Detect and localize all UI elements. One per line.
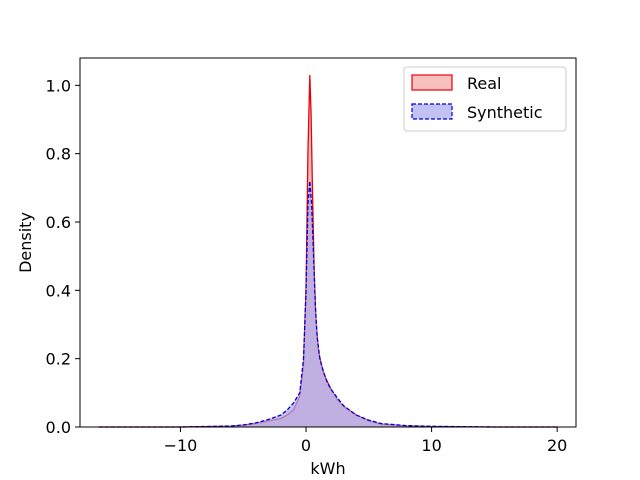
legend: Real Synthetic <box>403 66 567 132</box>
y-axis-label: Density <box>16 212 35 273</box>
y-tick-label: 0.6 <box>46 213 71 232</box>
plot-frame <box>79 57 577 428</box>
y-tick-label: 0.2 <box>46 350 71 369</box>
series-line-synthetic <box>98 180 558 428</box>
x-axis-label: kWh <box>310 459 345 478</box>
y-tick-label: 0.0 <box>46 418 71 437</box>
y-tick-label: 0.8 <box>46 145 71 164</box>
x-tick-label: 0 <box>301 436 311 455</box>
legend-label-real: Real <box>467 74 502 93</box>
x-tick-label: 10 <box>421 436 441 455</box>
legend-swatch-real <box>411 74 453 91</box>
y-tick-label: 1.0 <box>46 76 71 95</box>
legend-swatch-synthetic <box>411 103 453 120</box>
legend-label-synthetic: Synthetic <box>467 103 543 122</box>
x-tick-label: 20 <box>547 436 567 455</box>
x-tick-label: −10 <box>164 436 198 455</box>
series-layer <box>98 75 558 428</box>
y-tick-label: 0.4 <box>46 281 71 300</box>
axes-layer: −10 0 10 20 0.0 0.2 0.4 0.6 0.8 1.0 kWh Density <box>16 57 577 478</box>
